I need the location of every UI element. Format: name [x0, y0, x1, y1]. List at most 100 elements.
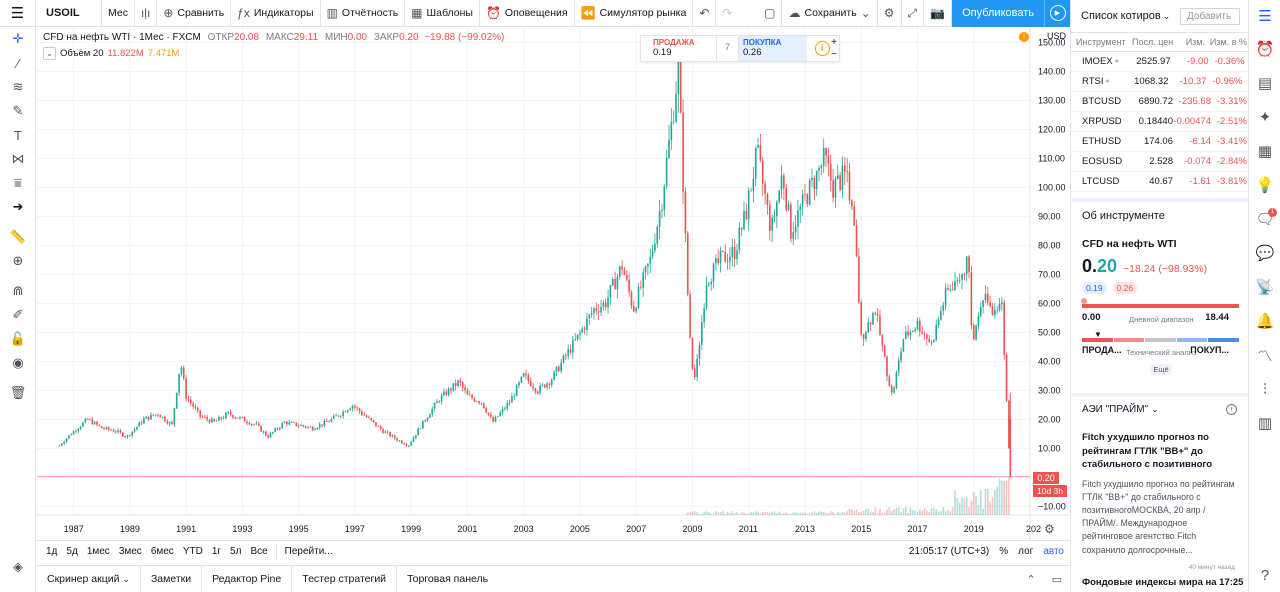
indicators-button[interactable]: ƒx Индикаторы [231, 0, 321, 27]
menu-icon[interactable]: ☰ [0, 0, 36, 27]
compare-button[interactable]: ⊕ Сравнить [157, 0, 232, 27]
column-last[interactable]: Посл. цен [1132, 37, 1174, 47]
chart-pane[interactable]: 150.00 140.00 130.00 120.00 110.00 100.00 90.0… [37, 28, 1070, 540]
chart-type-button[interactable]: ıļı [135, 0, 158, 27]
tab-strategy-tester[interactable]: Тестер стратегий [292, 565, 398, 592]
news-title[interactable]: Fitch ухудшило прогноз по рейтингам ГТЛК… [1082, 432, 1213, 470]
publish-menu-button[interactable]: ▶ [1044, 0, 1070, 27]
ruler-icon[interactable]: 📏 [9, 229, 27, 244]
range-5y[interactable]: 5л [230, 546, 242, 557]
ideas-icon[interactable]: 💡 [1255, 177, 1275, 194]
sell-button[interactable]: ПРОДАЖА 0.19 [641, 36, 717, 61]
currency-label[interactable]: USD [1046, 31, 1066, 41]
watchlist-row[interactable]: LTCUSD 40.67 -1.61 -3.81% [1071, 172, 1248, 192]
alerts-icon[interactable]: ⏰ [1255, 41, 1275, 58]
watchlist-row[interactable]: RTSI ● 1068.32 -10.37 -0.96% [1071, 72, 1248, 92]
snapshot-button[interactable]: 📷 [924, 0, 953, 27]
range-ytd[interactable]: YTD [182, 546, 203, 557]
hotlists-icon[interactable]: ✦ [1258, 109, 1272, 126]
data-window-icon[interactable]: ▤ [1257, 75, 1273, 92]
trade-info-button[interactable]: i [807, 36, 837, 61]
add-symbol-input[interactable]: Добавить [1180, 7, 1240, 25]
watchlist-row[interactable]: IMOEX ● 2525.97 -9.00 -0.36% [1071, 52, 1248, 72]
fullscreen-layout-button[interactable]: ▢ [758, 0, 783, 27]
instrument-name[interactable]: CFD на нефть WTI [1082, 238, 1177, 250]
range-1d[interactable]: 1д [46, 546, 58, 557]
range-5d[interactable]: 5д [66, 546, 78, 557]
brush-icon[interactable]: ✎ [12, 103, 24, 118]
range-6m[interactable]: 6мес [150, 546, 174, 557]
save-button[interactable]: ☁ Сохранить ⌄ [782, 0, 878, 27]
templates-button[interactable]: ▦ Шаблоны [405, 0, 480, 27]
layers-icon[interactable]: ◈ [13, 559, 23, 574]
column-change-pct[interactable]: Изм. в % [1209, 37, 1247, 47]
fullscreen-button[interactable]: ⤢ [902, 0, 925, 27]
auto-scale-toggle[interactable]: авто [1043, 546, 1064, 557]
magnet-icon[interactable]: ⋒ [12, 283, 24, 298]
interval-button[interactable]: Мес [102, 0, 135, 27]
crosshair-icon[interactable]: ✛ [12, 31, 24, 46]
news-source[interactable]: АЭИ "ПРАЙМ" ⌄ i [1082, 404, 1239, 415]
undo-button[interactable]: ↶ [693, 0, 717, 27]
buy-button[interactable]: ПОКУПКА 0.26 [739, 36, 807, 61]
publish-button[interactable]: Опубликовать [952, 0, 1044, 27]
zoom-minus-icon[interactable]: − [831, 49, 837, 60]
more-button[interactable]: Ещё [1150, 364, 1172, 375]
zoom-plus-icon[interactable]: + [831, 37, 837, 48]
technical-gauge[interactable]: ▼ ПРОДА... Технический анализ ПОКУП... [1082, 330, 1239, 360]
text-tool-icon[interactable]: T [14, 127, 22, 143]
help-icon[interactable]: ? [1260, 566, 1270, 584]
chat-icon[interactable]: 🗨 1 [1249, 202, 1280, 236]
chevron-up-icon[interactable]: ⌃ [1026, 573, 1036, 586]
range-1y[interactable]: 1г [211, 546, 222, 557]
column-change[interactable]: Изм. [1185, 37, 1205, 47]
tab-notes[interactable]: Заметки [141, 565, 203, 592]
watchlist-title[interactable]: Список котиров [1081, 10, 1161, 22]
range-all[interactable]: Все [250, 546, 268, 557]
alert-badge-icon[interactable]: ! [1019, 32, 1029, 42]
clock-timezone[interactable]: 21:05:17 (UTC+3) [908, 546, 990, 557]
market-icon[interactable]: 〽 [1257, 347, 1273, 365]
lock-icon[interactable]: 🔓 [9, 331, 27, 346]
column-instrument[interactable]: Инструмент [1076, 37, 1126, 47]
range-3m[interactable]: 3мес [118, 546, 142, 557]
zoom-in-icon[interactable]: ⊕ [12, 253, 24, 268]
back-arrow-icon[interactable]: ➜ [12, 199, 24, 214]
news-body[interactable]: Fitch ухудшило прогноз по рейтингам ГТЛК… [1082, 478, 1235, 555]
tab-pine-editor[interactable]: Редактор Pine [202, 565, 293, 592]
log-scale-toggle[interactable]: лог [1018, 546, 1034, 557]
replay-button[interactable]: ⏪ Симулятор рынка [575, 0, 694, 27]
price-chart[interactable]: 150.00 140.00 130.00 120.00 110.00 100.00 90.0… [37, 28, 1070, 540]
lock-drawing-icon[interactable]: ✐ [12, 307, 24, 322]
trend-line-icon[interactable]: ⁄ [16, 55, 20, 71]
collapse-legend-icon[interactable]: ⌄ [43, 47, 56, 60]
chevron-down-icon[interactable]: ⌄ [1162, 10, 1171, 21]
tab-trading-panel[interactable]: Торговая панель [407, 572, 489, 585]
alerts-button[interactable]: ⏰ Оповещения [480, 0, 575, 27]
percent-scale-toggle[interactable]: % [999, 546, 1009, 557]
streams-icon[interactable]: 📡 [1255, 279, 1275, 296]
settings-button[interactable]: ⚙ [878, 0, 902, 27]
watchlist-row[interactable]: XRPUSD 0.18440 -0.00474 -2.51% [1071, 112, 1248, 132]
watchlist-row[interactable]: EOSUSD 2.528 -0.074 -2.84% [1071, 152, 1248, 172]
fib-tool-icon[interactable]: ≋ [12, 79, 24, 94]
symbol-search-button[interactable]: USOIL [36, 0, 102, 27]
next-news-title[interactable]: Фондовые индексы мира на 17:25 [1082, 576, 1244, 588]
notifications-icon[interactable]: 🔔 [1255, 313, 1275, 330]
watchlist-row[interactable]: BTCUSD 6890.72 -235.68 -3.31% [1071, 92, 1248, 112]
pattern-tool-icon[interactable]: ⋈ [11, 151, 25, 166]
redo-button[interactable]: ↷ [716, 0, 738, 27]
info-icon[interactable]: i [1226, 404, 1237, 415]
watchlist-row[interactable]: ETHUSD 174.06 -6.14 -3.41% [1071, 132, 1248, 152]
maximize-panel-icon[interactable]: ▭ [1051, 573, 1063, 586]
messages-icon[interactable]: 💬 [1255, 245, 1275, 262]
watchlist-icon[interactable]: ☰ [1258, 8, 1272, 25]
calendar-icon[interactable]: ▦ [1257, 143, 1273, 160]
trash-icon[interactable]: 🗑 [9, 385, 27, 400]
prediction-tool-icon[interactable]: ⩸ [14, 175, 22, 190]
tab-stock-screener[interactable]: Скринер акций ⌄ [37, 565, 141, 592]
order-panel-icon[interactable]: ▥ [1257, 415, 1273, 432]
financials-button[interactable]: ▥ Отчётность [321, 0, 406, 27]
eye-icon[interactable]: ◉ [12, 355, 24, 370]
goto-date-button[interactable]: Перейти... [284, 546, 333, 557]
